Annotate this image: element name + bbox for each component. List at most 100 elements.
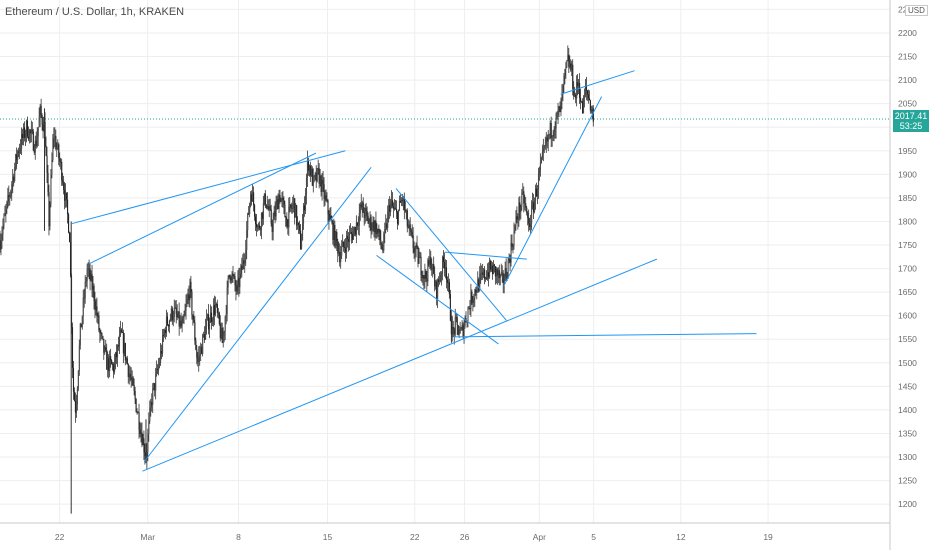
candle (574, 86, 576, 97)
candle (8, 185, 10, 207)
candle (235, 279, 237, 301)
candle (492, 260, 495, 275)
candle (502, 270, 504, 294)
candle (350, 227, 353, 244)
trendline[interactable] (444, 251, 527, 260)
candle (523, 186, 525, 213)
candle (395, 199, 397, 210)
trendline[interactable] (453, 333, 757, 338)
candle (558, 105, 560, 118)
candle (184, 303, 186, 317)
candle (581, 100, 583, 104)
trendline[interactable] (142, 258, 658, 472)
candle (548, 133, 550, 140)
candle (320, 174, 322, 197)
candle (530, 214, 532, 235)
candle (158, 357, 160, 376)
candle (468, 305, 470, 310)
candle (533, 193, 535, 219)
candle (313, 175, 315, 183)
candle (376, 223, 378, 239)
candle (458, 326, 460, 339)
candle (137, 411, 139, 414)
candle (71, 322, 74, 379)
trendline[interactable] (143, 166, 372, 463)
candle (19, 143, 21, 160)
candle (362, 197, 364, 214)
candle (543, 144, 545, 153)
candle (582, 98, 584, 114)
candle (211, 317, 214, 327)
candle (153, 382, 155, 391)
trendline[interactable] (395, 188, 507, 321)
candle (236, 280, 238, 295)
candle (363, 207, 365, 226)
candle (239, 267, 241, 294)
time-axis[interactable]: 22 Mar 8 15 22 26 Apr 5 12 19 (0, 522, 890, 542)
candle (467, 306, 469, 328)
candle (79, 322, 81, 350)
candle (266, 195, 268, 210)
candle (577, 73, 579, 96)
candle (140, 423, 142, 443)
candle (580, 88, 582, 110)
candle (180, 312, 182, 329)
trendline[interactable] (376, 254, 499, 345)
candle (85, 277, 87, 288)
candle (539, 153, 542, 177)
candle (416, 235, 418, 250)
candle (463, 318, 465, 344)
trendline[interactable] (71, 150, 346, 225)
trendline[interactable] (503, 96, 603, 287)
candle (525, 197, 527, 212)
y-tick-label: 1700 (898, 264, 917, 274)
candle (433, 256, 435, 275)
candle (59, 152, 61, 167)
x-tick-label: 15 (323, 532, 333, 542)
candle (374, 219, 376, 241)
candle (69, 232, 72, 278)
candle (299, 220, 301, 235)
candle (199, 345, 201, 366)
y-tick-label: 2150 (898, 52, 917, 62)
candle (272, 212, 274, 241)
candle (444, 259, 447, 279)
candle (498, 264, 500, 286)
price-axis[interactable]: 1200 1250 1300 1350 1400 1450 1500 1550 1600 1650… (889, 0, 917, 550)
candle (459, 321, 461, 334)
trendline[interactable] (88, 152, 317, 265)
bar-countdown: 53:25 (899, 121, 923, 131)
candle (135, 398, 137, 413)
candle (186, 293, 188, 307)
candle (341, 240, 343, 259)
candle (165, 309, 168, 337)
candle (457, 324, 459, 336)
candle (57, 139, 59, 151)
candle (81, 315, 83, 330)
candle (62, 172, 64, 186)
candle (576, 75, 578, 107)
trendline[interactable] (560, 70, 635, 95)
candle (338, 241, 340, 257)
currency-badge[interactable]: USD (905, 5, 928, 16)
candle (253, 186, 255, 212)
candle (90, 270, 92, 282)
candle (268, 198, 270, 218)
candle (479, 266, 481, 292)
candle (76, 386, 78, 411)
candle (35, 131, 37, 149)
candle (164, 326, 167, 340)
candle (61, 158, 63, 186)
candle (507, 257, 509, 279)
candle (87, 262, 89, 278)
candle (99, 327, 101, 343)
x-tick-label: 8 (236, 532, 241, 542)
candle (174, 300, 176, 309)
candle (349, 225, 351, 251)
candle (131, 370, 133, 387)
candle (225, 304, 227, 325)
candle (517, 213, 519, 230)
candle (400, 197, 402, 207)
x-tick-label: 22 (55, 532, 65, 542)
